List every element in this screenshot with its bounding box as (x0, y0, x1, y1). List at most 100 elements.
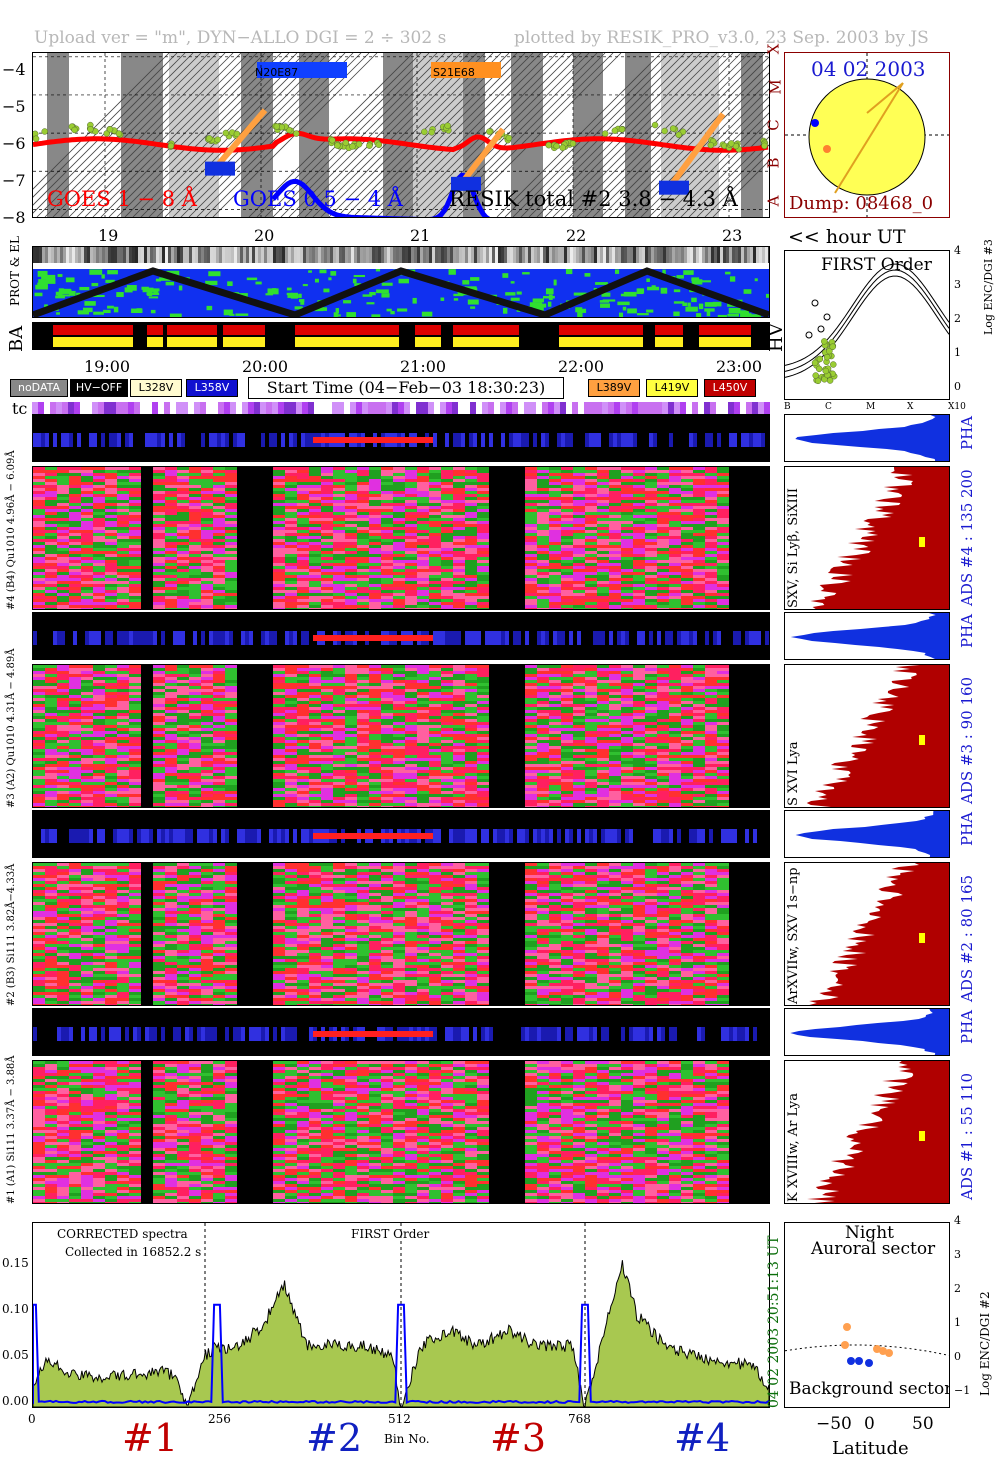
spectrogram-cell (45, 533, 57, 536)
spectrogram-cell (705, 524, 717, 527)
spectrogram-cell (549, 491, 561, 494)
tc-cell (638, 402, 644, 414)
prot-green-patch (147, 291, 153, 297)
spectrogram-cell (369, 509, 381, 512)
spectrogram-cell (309, 467, 321, 470)
spectrogram-cell (309, 710, 321, 713)
spectrogram-cell (57, 527, 69, 530)
spectrogram-cell (561, 593, 573, 596)
spectrogram-cell (657, 608, 669, 609)
spectrogram-cell (717, 710, 729, 713)
spectrogram-cell (345, 725, 357, 728)
prot-gray-cell (111, 247, 114, 263)
spectrogram-cell (669, 596, 681, 599)
spectrogram-cell (357, 707, 369, 710)
spectrogram-cell (429, 716, 441, 719)
spectrogram-cell (105, 599, 117, 602)
spectrogram-cell (561, 590, 573, 593)
spectrogram-cell (537, 527, 549, 530)
spectrogram-cell (381, 518, 393, 521)
spectrogram-cell (177, 689, 189, 692)
spectrogram-cell (297, 692, 309, 695)
pha-cell (641, 631, 645, 645)
prot-gray-cell (516, 247, 519, 263)
spectrogram-cell (381, 560, 393, 563)
spectrogram-cell (165, 506, 177, 509)
prot-gray-cell (309, 247, 312, 263)
spectrogram-cell (441, 572, 453, 575)
spectrogram-cell (609, 665, 621, 668)
spectrogram-cell (681, 581, 693, 584)
resik-point (329, 136, 336, 144)
spectrogram-cell (93, 593, 105, 596)
spectrogram-cell (669, 554, 681, 557)
spectrogram-cell (669, 731, 681, 734)
spectrogram-cell (537, 494, 549, 497)
spectrogram-cell (537, 566, 549, 569)
spectrogram-cell (45, 512, 57, 515)
prot-gray-cell (429, 247, 432, 263)
spectrogram-cell (633, 509, 645, 512)
spectrogram-cell (693, 485, 705, 488)
spectrogram-cell (597, 692, 609, 695)
spectrogram-cell (633, 503, 645, 506)
spectrogram-cell (477, 515, 489, 518)
spectrogram-cell (657, 476, 669, 479)
spectrogram-cell (213, 701, 225, 704)
spectrogram-cell (477, 710, 489, 713)
pha-cell (37, 433, 41, 447)
spectrogram-cell (657, 545, 669, 548)
spectrogram-cell (381, 740, 393, 743)
spectrogram-cell (477, 605, 489, 608)
tc-cell (530, 402, 536, 414)
spectrogram-cell (285, 668, 297, 671)
spectrogram-cell (297, 509, 309, 512)
spectrogram-cell (573, 668, 585, 671)
spectrogram-cell (189, 554, 201, 557)
spectrogram-cell (201, 713, 213, 716)
legend-l419v: L419V (646, 379, 698, 397)
spectrogram-cell (477, 548, 489, 551)
spectrogram-cell (45, 671, 57, 674)
spectrogram-cell (441, 518, 453, 521)
spectrogram-cell (441, 491, 453, 494)
ba-red-5 (415, 325, 441, 335)
spectrogram-cell (633, 692, 645, 695)
spectrogram-cell (213, 512, 225, 515)
spectrogram-cell (441, 671, 453, 674)
spectrogram-cell (381, 554, 393, 557)
spectrogram-cell (693, 542, 705, 545)
spectrogram-cell (357, 665, 369, 668)
spectrogram-cell (633, 536, 645, 539)
prot-gray-cell (39, 247, 42, 263)
spectrogram-cell (153, 551, 165, 554)
spectrogram-cell (177, 569, 189, 572)
pha-cell (665, 631, 669, 645)
spectrogram-cell (297, 473, 309, 476)
spectrogram-cell (693, 581, 705, 584)
saa-hatch (536, 53, 702, 217)
spectrogram-cell (549, 665, 561, 668)
spectrogram-cell (693, 467, 705, 470)
pha-strip-4 (32, 414, 770, 462)
spectrogram-cell (417, 725, 429, 728)
spectrogram-cell (693, 473, 705, 476)
spectrogram-cell (573, 584, 585, 587)
spectrogram-cell (165, 608, 177, 609)
spectrogram-cell (285, 542, 297, 545)
spectrogram-cell (189, 695, 201, 698)
spectrogram-cell (573, 536, 585, 539)
spectrogram-cell (645, 470, 657, 473)
spectrogram-cell (693, 518, 705, 521)
pha-cell (225, 631, 229, 645)
spectrogram-cell (285, 569, 297, 572)
prot-green-patch (55, 291, 63, 296)
spectrogram-cell (561, 542, 573, 545)
spectrogram-cell (57, 704, 69, 707)
pha-cell (589, 433, 593, 447)
pha-cell (41, 433, 45, 447)
prot-gray-cell (543, 247, 546, 263)
spectrogram-cell (417, 692, 429, 695)
spectrogram-cell (549, 584, 561, 587)
prot-gray-cell (450, 247, 453, 263)
